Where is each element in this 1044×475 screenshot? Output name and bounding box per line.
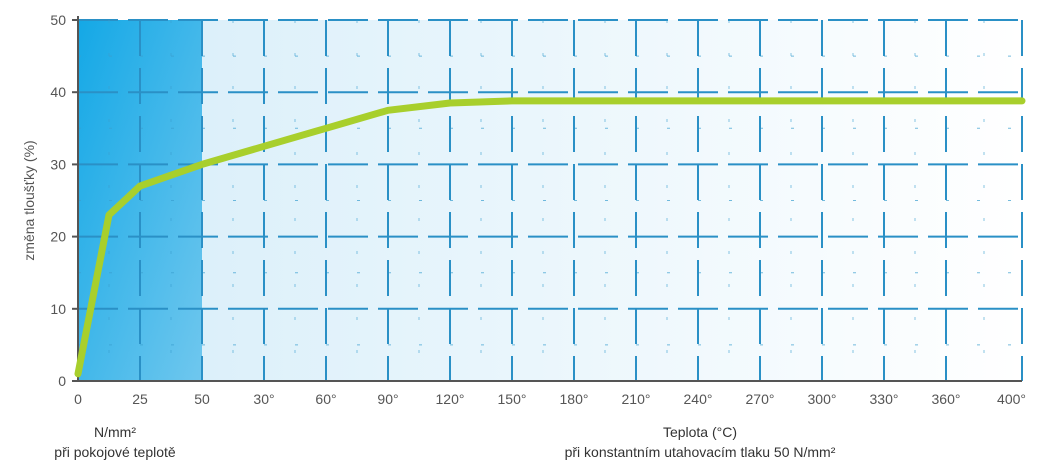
data-point — [138, 184, 142, 188]
y-tick-label: 10 — [50, 301, 66, 317]
x-tick-label: 60° — [315, 391, 336, 407]
data-point — [386, 108, 390, 112]
left-caption-line1: N/mm² — [94, 424, 136, 440]
data-point — [324, 126, 328, 130]
data-point — [944, 99, 948, 103]
x-tick-label: 0 — [74, 391, 82, 407]
x-tick-label: 50 — [194, 391, 210, 407]
x-tick-label: 210° — [622, 391, 651, 407]
right-caption-line2: při konstantním utahovacím tlaku 50 N/mm… — [564, 444, 836, 460]
x-tick-label: 300° — [808, 391, 837, 407]
y-tick-label: 40 — [50, 84, 66, 100]
x-tick-label: 240° — [684, 391, 713, 407]
x-tick-label: 90° — [377, 391, 398, 407]
data-point — [572, 99, 576, 103]
x-tick-label: 180° — [560, 391, 589, 407]
y-tick-label: 20 — [50, 229, 66, 245]
data-point — [448, 101, 452, 105]
right-caption: Teplota (°C) při konstantním utahovacím … — [440, 424, 960, 460]
x-tick-label: 270° — [746, 391, 775, 407]
x-tick-label: 30° — [253, 391, 274, 407]
data-point — [758, 99, 762, 103]
data-point — [820, 99, 824, 103]
y-tick-label: 30 — [50, 156, 66, 172]
data-point — [262, 144, 266, 148]
series-line — [74, 97, 1026, 378]
data-point — [76, 372, 80, 376]
x-tick-label: 150° — [498, 391, 527, 407]
data-point — [510, 99, 514, 103]
data-point — [200, 162, 204, 166]
x-tick-label: 330° — [870, 391, 899, 407]
left-caption: N/mm² při pokojové teplotě — [20, 424, 210, 460]
left-caption-line2: při pokojové teplotě — [54, 444, 176, 460]
data-point — [169, 173, 173, 177]
data-point — [634, 99, 638, 103]
data-point — [1020, 99, 1024, 103]
right-caption-line1: Teplota (°C) — [662, 424, 738, 440]
y-tick-label: 0 — [58, 373, 66, 389]
x-tick-label: 360° — [932, 391, 961, 407]
x-tick-label: 400° — [997, 391, 1026, 407]
data-point — [107, 213, 111, 217]
data-point — [696, 99, 700, 103]
y-tick-label: 50 — [50, 12, 66, 28]
x-tick-label: 120° — [436, 391, 465, 407]
y-axis-label: změna tloušťky (%) — [21, 140, 37, 260]
data-point — [882, 99, 886, 103]
x-tick-label: 25 — [132, 391, 148, 407]
